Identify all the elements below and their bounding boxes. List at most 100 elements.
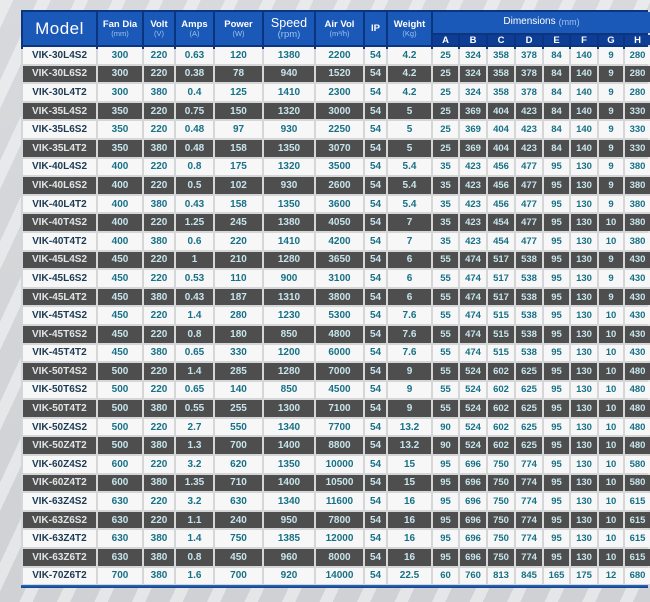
dimension-value-cell: 10 — [599, 549, 623, 566]
dimension-value-cell: 380 — [625, 158, 650, 176]
dimension-value-cell: 165 — [544, 567, 569, 585]
model-cell: VIK-63Z4T2 — [23, 530, 96, 548]
spec-value-cell: 102 — [215, 177, 262, 194]
dimension-value-cell: 130 — [571, 270, 597, 287]
spec-value-cell: 1410 — [264, 84, 314, 101]
spec-value-cell: 6 — [388, 251, 431, 269]
spec-value-cell: 5.4 — [388, 195, 431, 213]
dimension-value-cell: 9 — [599, 288, 623, 306]
spec-value-cell: 5.4 — [388, 158, 431, 176]
spec-value-cell: 400 — [98, 158, 142, 176]
dimension-value-cell: 130 — [571, 158, 597, 176]
dimension-value-cell: 95 — [433, 549, 458, 566]
model-cell: VIK-50T6S2 — [23, 381, 96, 399]
spec-value-cell: 1.4 — [176, 530, 213, 548]
dimension-value-cell: 696 — [460, 474, 486, 492]
spec-value-cell: 54 — [365, 456, 386, 473]
model-cell: VIK-50T4S2 — [23, 363, 96, 380]
dimension-value-cell: 84 — [544, 121, 569, 138]
dimension-value-cell: 538 — [516, 325, 542, 343]
spec-value-cell: 220 — [144, 214, 174, 231]
dimension-value-cell: 84 — [544, 139, 569, 157]
spec-value-cell: 7700 — [316, 418, 363, 436]
spec-value-cell: 1380 — [264, 47, 314, 64]
dimension-value-cell: 380 — [625, 214, 650, 231]
spec-value-cell: 0.38 — [176, 65, 213, 83]
spec-value-cell: 1400 — [264, 437, 314, 455]
dimension-value-cell: 456 — [488, 195, 514, 213]
spec-value-cell: 3000 — [316, 102, 363, 120]
dimension-value-cell: 477 — [516, 232, 542, 250]
column-header-speed: Speed (rpm) — [264, 12, 314, 45]
spec-value-cell: 500 — [98, 437, 142, 455]
dimension-value-cell: 9 — [599, 195, 623, 213]
spec-value-cell: 2200 — [316, 47, 363, 64]
spec-value-cell: 930 — [264, 121, 314, 138]
dimension-value-cell: 130 — [571, 400, 597, 417]
spec-value-cell: 54 — [365, 84, 386, 101]
model-cell: VIK-63Z6S2 — [23, 511, 96, 529]
spec-value-cell: 400 — [98, 232, 142, 250]
dimension-value-cell: 625 — [516, 381, 542, 399]
dimension-value-cell: 750 — [488, 493, 514, 510]
dimension-value-cell: 10 — [599, 307, 623, 324]
dimension-value-cell: 95 — [433, 456, 458, 473]
model-cell: VIK-50Z4S2 — [23, 418, 96, 436]
dimension-value-cell: 130 — [571, 381, 597, 399]
spec-value-cell: 1340 — [264, 418, 314, 436]
dimension-value-cell: 95 — [544, 418, 569, 436]
spec-value-cell: 1340 — [264, 493, 314, 510]
spec-value-cell: 220 — [144, 381, 174, 399]
dimension-value-cell: 130 — [571, 214, 597, 231]
dimension-value-cell: 369 — [460, 139, 486, 157]
spec-value-cell: 54 — [365, 65, 386, 83]
dimension-value-cell: 10 — [599, 418, 623, 436]
dimension-value-cell: 55 — [433, 307, 458, 324]
spec-value-cell: 1.3 — [176, 437, 213, 455]
dimension-value-cell: 130 — [571, 344, 597, 362]
dimension-value-cell: 95 — [544, 474, 569, 492]
spec-value-cell: 380 — [144, 344, 174, 362]
dimension-value-cell: 95 — [544, 530, 569, 548]
spec-value-cell: 8800 — [316, 437, 363, 455]
spec-value-cell: 1230 — [264, 307, 314, 324]
spec-value-cell: 54 — [365, 307, 386, 324]
spec-value-cell: 4050 — [316, 214, 363, 231]
dimension-value-cell: 380 — [625, 195, 650, 213]
dimension-value-cell: 55 — [433, 400, 458, 417]
spec-value-cell: 450 — [98, 307, 142, 324]
column-header-dim-h: H — [625, 35, 650, 45]
dimension-value-cell: 35 — [433, 177, 458, 194]
dimension-value-cell: 774 — [516, 493, 542, 510]
dimension-value-cell: 696 — [460, 456, 486, 473]
spec-value-cell: 350 — [98, 121, 142, 138]
spec-value-cell: 54 — [365, 493, 386, 510]
dimension-value-cell: 9 — [599, 177, 623, 194]
dimension-value-cell: 602 — [488, 381, 514, 399]
dimension-value-cell: 330 — [625, 102, 650, 120]
dimension-value-cell: 380 — [625, 177, 650, 194]
dimension-value-cell: 130 — [571, 232, 597, 250]
spec-value-cell: 500 — [98, 381, 142, 399]
spec-value-cell: 0.8 — [176, 325, 213, 343]
model-cell: VIK-45L6S2 — [23, 270, 96, 287]
model-cell: VIK-45T6S2 — [23, 325, 96, 343]
spec-value-cell: 0.8 — [176, 549, 213, 566]
spec-value-cell: 1520 — [316, 65, 363, 83]
dimension-value-cell: 774 — [516, 474, 542, 492]
spec-value-cell: 700 — [215, 567, 262, 585]
dimension-value-cell: 9 — [599, 65, 623, 83]
column-header-ip: IP — [365, 12, 386, 45]
dimension-value-cell: 130 — [571, 437, 597, 455]
dimension-value-cell: 423 — [516, 102, 542, 120]
spec-value-cell: 78 — [215, 65, 262, 83]
spec-value-cell: 22.5 — [388, 567, 431, 585]
dimension-value-cell: 750 — [488, 474, 514, 492]
dimension-value-cell: 95 — [544, 232, 569, 250]
spec-value-cell: 16 — [388, 530, 431, 548]
dimension-value-cell: 456 — [488, 158, 514, 176]
dimension-value-cell: 95 — [433, 474, 458, 492]
dimension-value-cell: 330 — [625, 139, 650, 157]
column-header-model: Model — [23, 12, 96, 45]
model-cell: VIK-60Z4T2 — [23, 474, 96, 492]
